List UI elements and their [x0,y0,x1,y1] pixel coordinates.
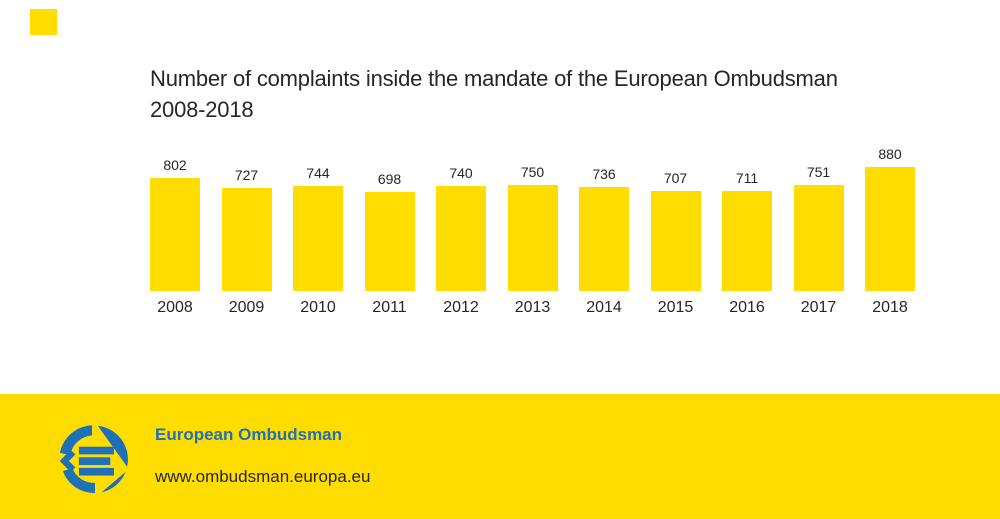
bar-group: 880 2018 [865,144,915,317]
bar-stack: 727 [221,144,272,291]
chart-title-line2: 2008-2018 [150,97,254,122]
bar-stack: 750 [507,144,558,291]
bar-group: 744 2010 [293,144,343,317]
bar-value-label: 802 [163,156,187,173]
bar-year-label: 2011 [372,299,407,316]
bar [150,177,200,291]
bar-value-label: 740 [449,165,473,182]
bar-stack: 751 [793,144,844,291]
bar-group: 740 2012 [436,144,486,317]
bar-year-label: 2010 [300,299,336,316]
bar-year-label: 2017 [800,299,837,316]
bar-value-label: 707 [663,170,688,187]
bar-stack: 711 [722,144,772,291]
bar-value-label: 750 [520,164,545,180]
bar-group: 707 2015 [650,144,701,317]
bar-group: 750 2013 [507,144,558,317]
bar-year-label: 2018 [872,299,908,316]
bar-year-label: 2008 [157,299,193,316]
bar-year-label: 2013 [514,299,551,316]
bar [579,187,629,291]
european-ombudsman-logo-icon [59,425,128,494]
bar-stack: 698 [364,144,415,291]
bar-year-label: 2015 [657,299,694,316]
bar-value-label: 880 [878,145,902,162]
footer-website: www.ombudsman.europa.eu [155,467,371,486]
bar-value-label: 711 [735,169,759,186]
chart-title: Number of complaints inside the mandate … [150,63,950,125]
bar-stack: 802 [150,144,200,291]
bar-value-label: 736 [592,166,616,182]
bar-year-label: 2016 [729,299,765,316]
chart-title-line1: Number of complaints inside the mandate … [150,66,838,91]
bar [293,185,343,291]
bar [650,191,701,291]
bar [722,190,772,291]
bar-stack: 744 [293,144,343,291]
bar-stack: 736 [579,144,629,291]
bar [865,166,915,291]
bar-group: 711 2016 [722,144,772,317]
footer-org-name: European Ombudsman [155,425,343,444]
bar-group: 736 2014 [579,144,629,317]
bar-value-label: 698 [377,171,402,188]
bar-group: 802 2008 [150,144,200,317]
bar [364,192,415,291]
bar-group: 727 2009 [221,144,272,317]
bar-chart: 802 2008 727 2009 744 2010 698 2011 740 2012 750 20… [150,144,916,317]
bar [436,186,486,291]
bar-year-label: 2014 [586,299,622,316]
bar-value-label: 751 [806,163,831,180]
bar [793,184,844,291]
bar-value-label: 727 [234,167,259,184]
bar-stack: 707 [650,144,701,291]
brand-corner-square [30,9,57,35]
bar-value-label: 744 [306,164,330,181]
bar-year-label: 2009 [228,299,265,316]
footer: European Ombudsman www.ombudsman.europa.… [0,394,1000,519]
bar-stack: 880 [865,144,915,291]
bar-stack: 740 [436,144,486,291]
bar [507,185,558,291]
bar-year-label: 2012 [443,299,479,316]
bar-group: 698 2011 [364,144,415,317]
bar-group: 751 2017 [793,144,844,317]
bar [221,188,272,291]
